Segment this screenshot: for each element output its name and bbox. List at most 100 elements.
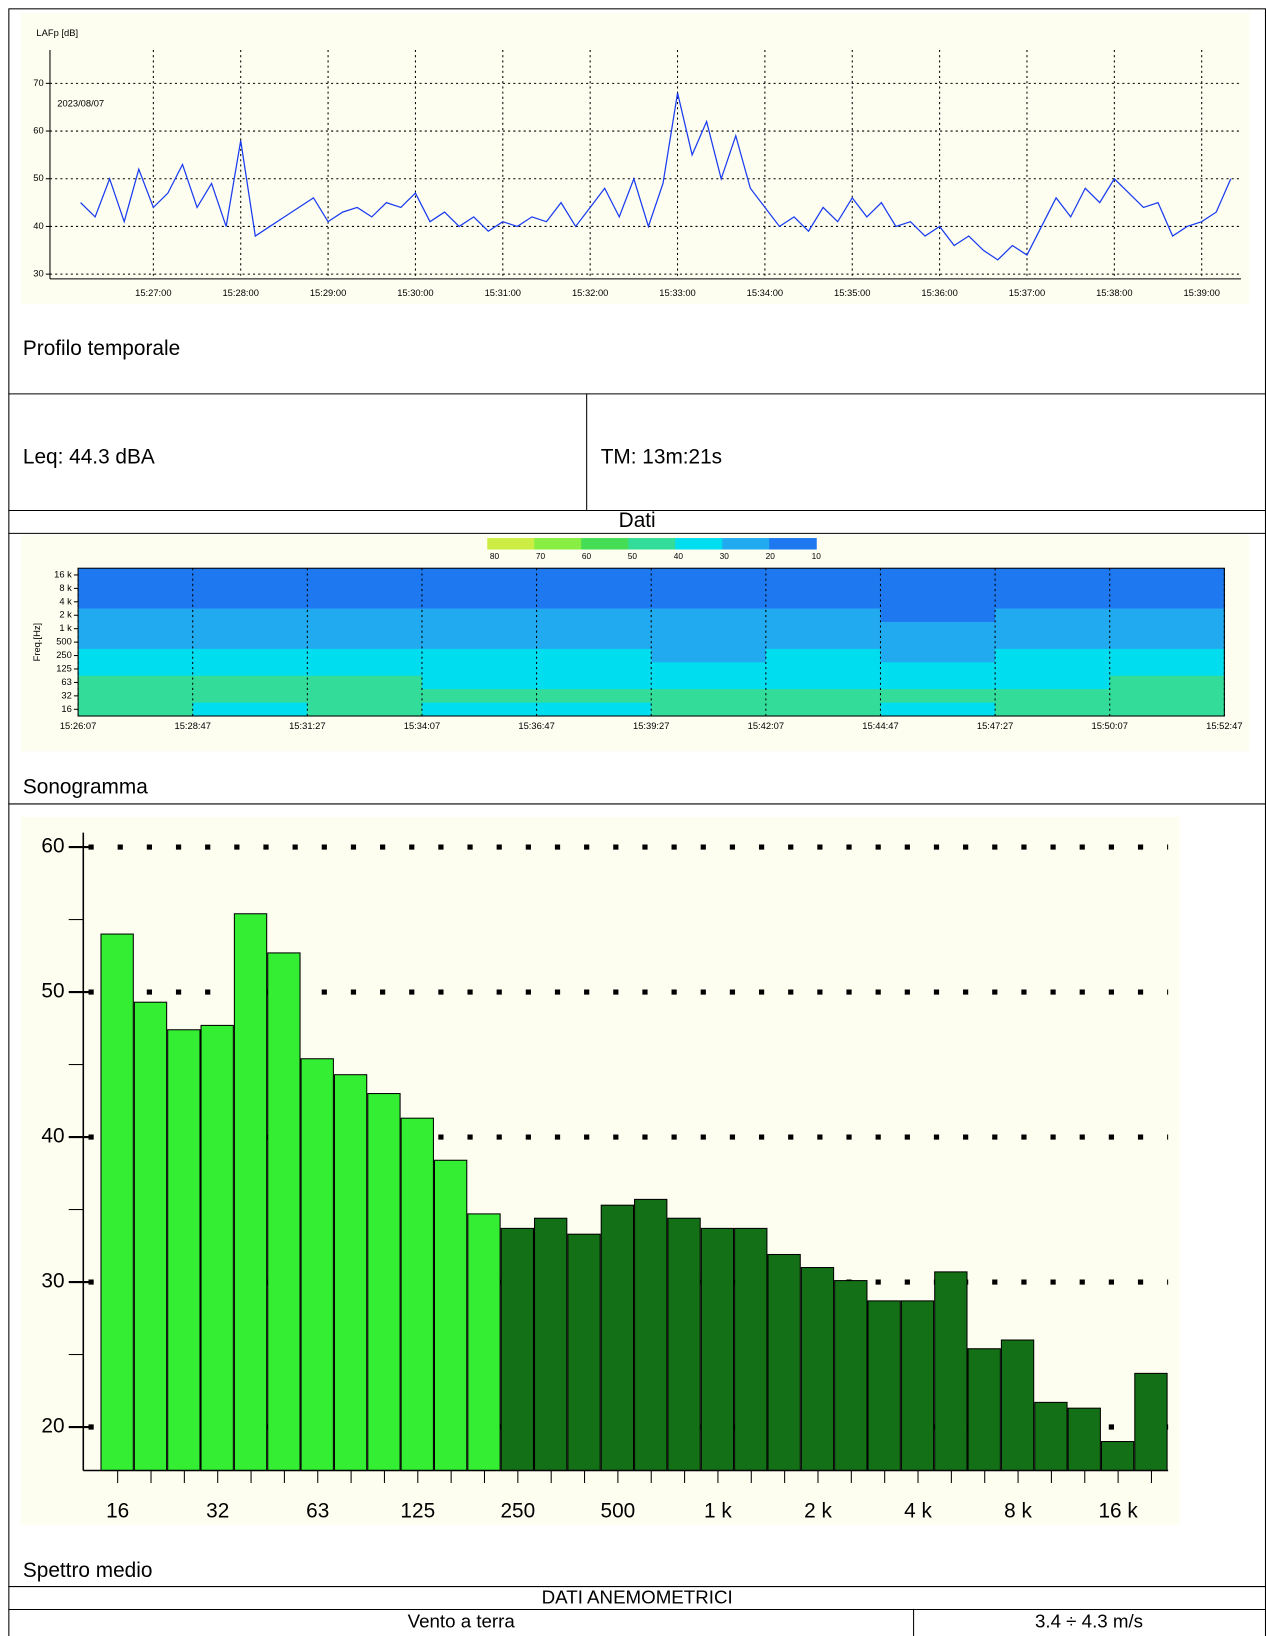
x-tick-label: 15:36:47 bbox=[518, 721, 554, 731]
wind-label: Vento a terra bbox=[408, 1610, 516, 1631]
heat-cell bbox=[651, 649, 766, 663]
x-tick-label: 15:50:07 bbox=[1092, 721, 1128, 731]
x-tick-label: 15:31:00 bbox=[485, 288, 521, 298]
heat-cell bbox=[78, 622, 193, 636]
heat-cell bbox=[537, 622, 652, 636]
heat-cell bbox=[995, 649, 1110, 663]
heat-cell bbox=[995, 689, 1110, 703]
heat-cell bbox=[422, 568, 537, 582]
heat-cell bbox=[422, 649, 537, 663]
heat-cell bbox=[1110, 609, 1225, 623]
heat-cell bbox=[766, 703, 881, 717]
heat-cell bbox=[193, 609, 308, 623]
heat-cell bbox=[651, 662, 766, 676]
y-tick-label: 2 k bbox=[59, 610, 72, 620]
heat-cell bbox=[78, 662, 193, 676]
heat-cell bbox=[651, 609, 766, 623]
bar bbox=[101, 934, 133, 1470]
colorbar-segment bbox=[628, 538, 676, 549]
heat-cell bbox=[193, 676, 308, 690]
x-tick-label: 1 k bbox=[704, 1500, 732, 1523]
y-tick-label: 500 bbox=[56, 637, 72, 647]
x-tick-label: 15:29:00 bbox=[310, 288, 346, 298]
x-tick-label: 15:27:00 bbox=[135, 288, 171, 298]
x-tick-label: 4 k bbox=[904, 1500, 932, 1523]
colorbar-segment bbox=[675, 538, 723, 549]
colorbar-segment bbox=[722, 538, 770, 549]
caption: Sonogramma bbox=[23, 775, 148, 798]
y-tick-label: 16 bbox=[61, 704, 71, 714]
colorbar-label: 10 bbox=[812, 551, 822, 561]
bar bbox=[1035, 1402, 1067, 1470]
heat-cell bbox=[193, 662, 308, 676]
heat-cell bbox=[78, 689, 193, 703]
x-tick-label: 15:33:00 bbox=[659, 288, 695, 298]
heat-cell bbox=[995, 609, 1110, 623]
heat-cell bbox=[537, 582, 652, 596]
wind-value: 3.4 ÷ 4.3 m/s bbox=[1035, 1610, 1143, 1631]
x-tick-label: 15:36:00 bbox=[921, 288, 957, 298]
leq: Leq: 44.3 dBA bbox=[23, 445, 155, 468]
caption: Spettro medio bbox=[23, 1559, 153, 1582]
x-tick-label: 500 bbox=[601, 1500, 636, 1523]
bar bbox=[201, 1025, 233, 1470]
heat-cell bbox=[307, 703, 422, 717]
heat-cell bbox=[78, 582, 193, 596]
x-tick-label: 15:39:27 bbox=[633, 721, 669, 731]
heat-cell bbox=[78, 635, 193, 649]
bar bbox=[701, 1228, 733, 1470]
heat-cell bbox=[995, 703, 1110, 717]
bar bbox=[535, 1218, 567, 1470]
heat-cell bbox=[537, 689, 652, 703]
bar bbox=[1135, 1373, 1167, 1470]
x-tick-label: 2 k bbox=[804, 1500, 832, 1523]
heat-cell bbox=[766, 689, 881, 703]
heat-cell bbox=[651, 635, 766, 649]
x-tick-label: 15:32:00 bbox=[572, 288, 608, 298]
bar bbox=[801, 1268, 833, 1471]
y-axis-label: Freq.[Hz] bbox=[32, 623, 42, 661]
bar bbox=[935, 1272, 967, 1471]
bar bbox=[1101, 1442, 1133, 1471]
heat-cell bbox=[1110, 689, 1225, 703]
y-axis-label: LAFp [dB] bbox=[36, 28, 78, 38]
heat-cell bbox=[766, 662, 881, 676]
heat-cell bbox=[1110, 662, 1225, 676]
heat-cell bbox=[422, 662, 537, 676]
bar bbox=[268, 953, 300, 1471]
heat-cell bbox=[307, 622, 422, 636]
bar bbox=[768, 1254, 800, 1470]
y-tick-label: 30 bbox=[33, 269, 43, 279]
heat-cell bbox=[651, 582, 766, 596]
heat-cell bbox=[537, 703, 652, 717]
bar bbox=[868, 1301, 900, 1471]
caption: Profilo temporale bbox=[23, 337, 180, 360]
x-tick-label: 15:30:00 bbox=[397, 288, 433, 298]
colorbar-label: 80 bbox=[490, 551, 500, 561]
heat-cell bbox=[766, 622, 881, 636]
bar bbox=[301, 1059, 333, 1471]
colorbar-label: 50 bbox=[628, 551, 638, 561]
heat-cell bbox=[880, 703, 995, 717]
heat-cell bbox=[995, 635, 1110, 649]
heat-cell bbox=[880, 582, 995, 596]
heat-cell bbox=[1110, 703, 1225, 717]
bar bbox=[1001, 1340, 1033, 1470]
heat-cell bbox=[193, 689, 308, 703]
x-tick-label: 15:44:47 bbox=[862, 721, 898, 731]
y-tick-label: 8 k bbox=[59, 583, 72, 593]
x-tick-label: 15:39:00 bbox=[1183, 288, 1219, 298]
bar bbox=[568, 1234, 600, 1470]
heat-cell bbox=[880, 635, 995, 649]
section-header: Dati bbox=[619, 509, 656, 532]
bar bbox=[601, 1205, 633, 1470]
bar bbox=[635, 1199, 667, 1470]
heat-cell bbox=[307, 689, 422, 703]
heat-cell bbox=[995, 622, 1110, 636]
heat-cell bbox=[422, 582, 537, 596]
profile-bg bbox=[21, 12, 1250, 303]
colorbar-label: 70 bbox=[536, 551, 546, 561]
heat-cell bbox=[651, 595, 766, 609]
heat-cell bbox=[995, 662, 1110, 676]
bar bbox=[134, 1002, 166, 1470]
